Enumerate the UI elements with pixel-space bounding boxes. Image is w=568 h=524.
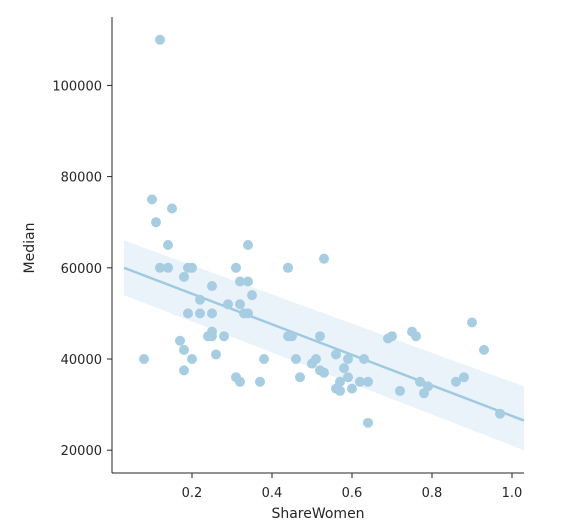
data-point <box>411 331 421 342</box>
y-tick-label: 100000 <box>52 79 102 94</box>
data-point <box>231 262 241 273</box>
data-point <box>283 262 293 273</box>
data-point <box>235 376 245 387</box>
x-axis-label: ShareWomen <box>271 506 364 522</box>
y-axis-label: Median <box>22 223 38 274</box>
data-point <box>479 344 489 355</box>
data-point <box>195 308 205 319</box>
data-point <box>163 262 173 273</box>
data-point <box>167 203 177 214</box>
data-point <box>415 376 425 387</box>
data-point <box>347 383 357 394</box>
x-tick-label: 0.2 <box>182 486 203 501</box>
data-point <box>207 331 217 342</box>
data-point <box>423 381 433 392</box>
data-point <box>163 240 173 250</box>
data-point <box>295 372 305 383</box>
data-point <box>255 376 265 387</box>
y-tick-label: 20000 <box>61 444 102 459</box>
data-point <box>467 317 477 328</box>
data-point <box>335 385 345 396</box>
data-point <box>211 349 221 360</box>
data-point <box>339 363 349 374</box>
data-point <box>459 372 469 383</box>
data-point <box>395 385 405 396</box>
data-point <box>307 358 317 369</box>
data-point <box>179 344 189 355</box>
data-point <box>155 34 165 45</box>
data-point <box>319 253 329 264</box>
data-point <box>179 271 189 282</box>
data-point <box>451 376 461 387</box>
data-point <box>363 376 373 387</box>
data-point <box>291 354 301 364</box>
data-point <box>223 299 233 310</box>
data-point <box>183 308 193 319</box>
data-point <box>355 376 365 387</box>
data-point <box>343 372 353 383</box>
data-point <box>155 262 165 273</box>
data-point <box>187 354 197 364</box>
data-point <box>363 417 373 428</box>
data-point <box>187 262 197 273</box>
regression-line <box>123 266 525 422</box>
y-tick-label: 40000 <box>61 353 102 368</box>
data-point <box>243 308 253 319</box>
data-point <box>219 331 229 342</box>
x-tick-label: 0.4 <box>262 486 283 501</box>
data-point <box>259 354 269 364</box>
data-point <box>195 294 205 305</box>
data-point <box>359 354 369 364</box>
data-point <box>139 354 149 364</box>
ticks-layer: 0.2 0.4 0.6 0.8 1.0 20000 40000 60000 80000 10000… <box>52 79 522 501</box>
y-tick-label: 60000 <box>61 262 102 277</box>
axes-layer <box>111 17 524 474</box>
data-point <box>207 308 217 319</box>
data-point <box>287 331 297 342</box>
x-tick-label: 0.8 <box>422 486 443 501</box>
data-point <box>235 299 245 310</box>
y-tick-label: 80000 <box>61 171 102 186</box>
data-point <box>319 367 329 378</box>
data-point <box>243 276 253 287</box>
data-point <box>243 240 253 250</box>
data-point <box>207 281 217 292</box>
data-point <box>343 354 353 364</box>
regression-line-layer <box>123 266 525 422</box>
data-point <box>315 331 325 342</box>
data-point <box>175 335 185 346</box>
x-tick-label: 0.6 <box>342 486 363 501</box>
x-tick-label: 1.0 <box>502 486 523 501</box>
data-point <box>235 276 245 287</box>
data-point <box>331 349 341 360</box>
data-point <box>147 194 157 205</box>
data-point <box>387 331 397 342</box>
data-point <box>151 217 161 228</box>
data-point <box>179 365 189 376</box>
points-layer <box>139 34 505 428</box>
data-point <box>495 408 505 419</box>
data-point <box>247 290 257 301</box>
